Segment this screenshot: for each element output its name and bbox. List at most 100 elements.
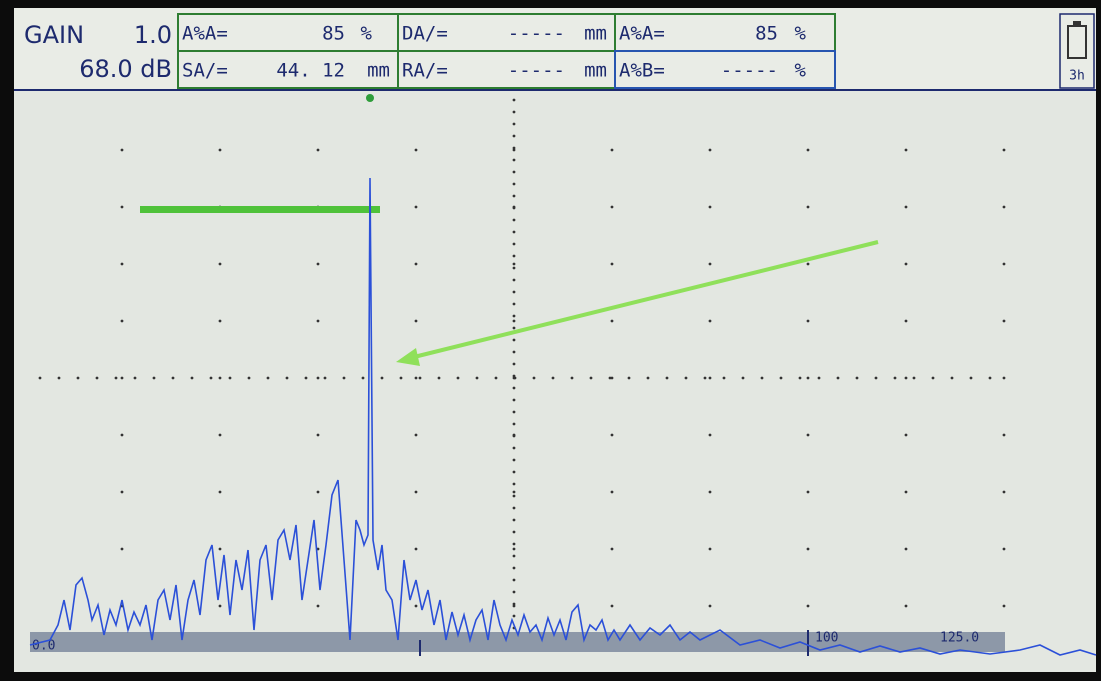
grid-dot: [39, 377, 42, 380]
grid-dot: [457, 377, 460, 380]
grid-dot: [611, 548, 614, 551]
grid-dot: [513, 519, 516, 522]
grid-dot: [905, 206, 908, 209]
grid-dot: [513, 399, 516, 402]
readout-unit: mm: [584, 23, 607, 45]
grid-dot: [381, 377, 384, 380]
grid-dot: [400, 377, 403, 380]
readout-unit: %: [361, 23, 373, 45]
grid-dot: [1003, 206, 1006, 209]
readout-label: A%A=: [619, 23, 665, 45]
grid-dot: [513, 435, 516, 438]
grid-dot: [415, 206, 418, 209]
readout-value: 85: [755, 23, 778, 45]
grid-dot: [513, 411, 516, 414]
grid-dot: [666, 377, 669, 380]
readout-label: A%B=: [619, 60, 665, 82]
grid-dot: [513, 219, 516, 222]
grid-dot: [134, 377, 137, 380]
grid-dot: [552, 377, 555, 380]
grid-dot: [513, 171, 516, 174]
grid-dot: [989, 377, 992, 380]
grid-dot: [611, 206, 614, 209]
grid-dot: [709, 377, 712, 380]
grid-dot: [476, 377, 479, 380]
grid-dot: [609, 377, 612, 380]
grid-dot: [807, 149, 810, 152]
grid-dot: [685, 377, 688, 380]
grid-dot: [324, 377, 327, 380]
grid-dot: [317, 377, 320, 380]
grid-dot: [513, 339, 516, 342]
grid-dot: [513, 591, 516, 594]
grid-dot: [415, 548, 418, 551]
grid-dot: [513, 327, 516, 330]
grid-dot: [219, 377, 222, 380]
grid-dot: [513, 263, 516, 266]
grid-dot: [807, 491, 810, 494]
grid-dot: [1003, 605, 1006, 608]
display: [14, 8, 1096, 672]
grid-dot: [513, 123, 516, 126]
grid-dot: [219, 605, 222, 608]
grid-dot: [807, 434, 810, 437]
grid-dot: [121, 377, 124, 380]
grid-dot: [513, 303, 516, 306]
grid-dot: [905, 377, 908, 380]
grid-dot: [121, 149, 124, 152]
grid-dot: [970, 377, 973, 380]
grid-dot: [267, 377, 270, 380]
grid-dot: [807, 605, 810, 608]
grid-dot: [317, 320, 320, 323]
readout-value: 85: [322, 23, 345, 45]
grid-dot: [513, 267, 516, 270]
grid-dot: [121, 320, 124, 323]
grid-dot: [905, 149, 908, 152]
grid-dot: [905, 320, 908, 323]
grid-dot: [513, 195, 516, 198]
grid-dot: [709, 605, 712, 608]
grid-dot: [219, 548, 222, 551]
grid-dot: [121, 206, 124, 209]
readout-label: A%A=: [182, 23, 228, 45]
grid-dot: [317, 491, 320, 494]
readout-label: RA/=: [402, 60, 448, 82]
grid-dot: [709, 149, 712, 152]
grid-dot: [709, 263, 712, 266]
grid-dot: [513, 231, 516, 234]
grid-dot: [611, 605, 614, 608]
grid-dot: [317, 434, 320, 437]
grid-dot: [709, 491, 712, 494]
grid-dot: [415, 263, 418, 266]
screen: GAIN 1.0 68.0 dB A%A= 85 % SA/= 44. 12 m…: [0, 0, 1101, 681]
grid-dot: [513, 159, 516, 162]
grid-dot: [317, 605, 320, 608]
grid-dot: [153, 377, 156, 380]
grid-dot: [210, 377, 213, 380]
readout-value: -----: [508, 60, 565, 82]
grid-dot: [913, 377, 916, 380]
grid-dot: [121, 491, 124, 494]
grid-dot: [513, 363, 516, 366]
grid-dot: [415, 149, 418, 152]
grid-dot: [121, 263, 124, 266]
grid-dot: [229, 377, 232, 380]
grid-dot: [513, 447, 516, 450]
readout-unit: mm: [584, 60, 607, 82]
body: GAIN 1.0 68.0 dB A%A= 85 % SA/= 44. 12 m…: [0, 0, 1101, 681]
grid-dot: [362, 377, 365, 380]
grid-dot: [807, 377, 810, 380]
grid-dot: [513, 351, 516, 354]
gain-label: GAIN: [24, 21, 84, 49]
grid-dot: [96, 377, 99, 380]
readout-value: 44. 12: [276, 60, 345, 82]
grid-dot: [875, 377, 878, 380]
grid-dot: [415, 491, 418, 494]
grid-dot: [807, 263, 810, 266]
grid-dot: [1003, 491, 1006, 494]
grid-dot: [611, 263, 614, 266]
grid-dot: [590, 377, 593, 380]
grid-dot: [807, 548, 810, 551]
grid-dot: [513, 387, 516, 390]
readout-unit: mm: [367, 60, 390, 82]
